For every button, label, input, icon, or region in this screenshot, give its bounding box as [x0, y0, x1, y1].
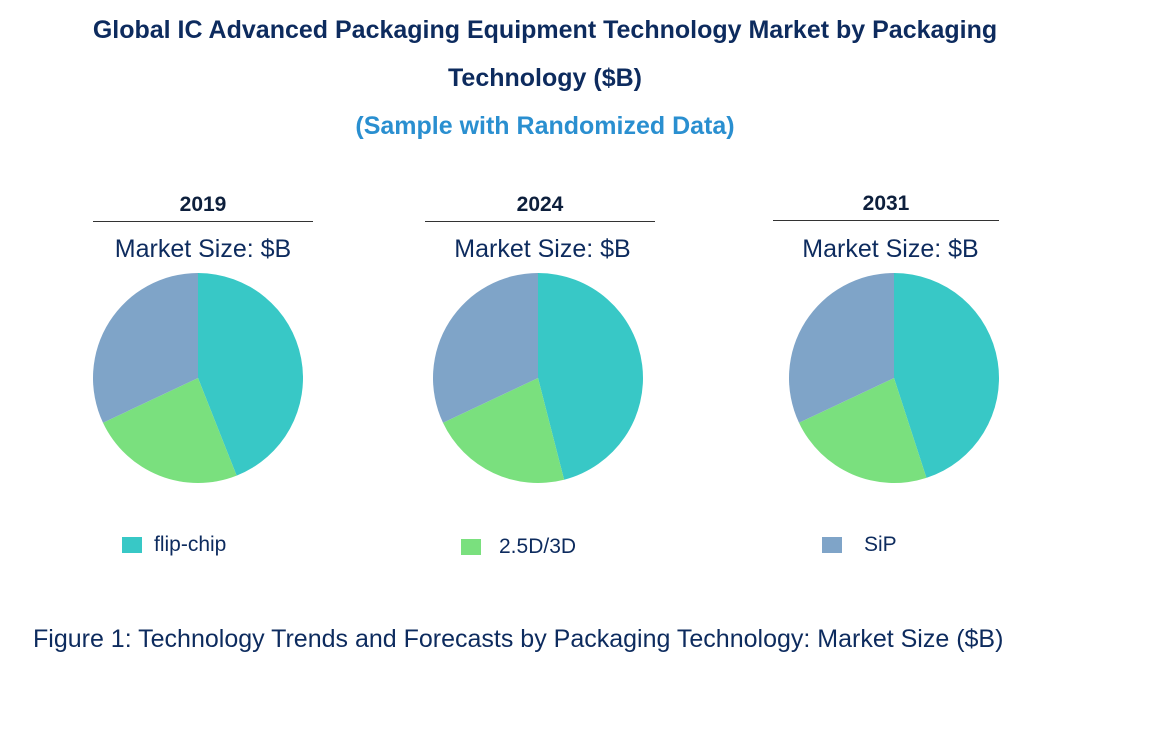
pie-subtitle-2024: Market Size: $B: [454, 235, 631, 263]
legend-item-flip-chip: flip-chip: [122, 533, 226, 557]
legend-label-sip: SiP: [864, 533, 897, 556]
legend-swatch-sip: [822, 537, 842, 553]
legend-swatch-flip-chip: [122, 537, 142, 553]
pie-slice-2019-flip-chip: [198, 273, 304, 476]
pie-slice-2031-sip: [789, 273, 894, 423]
pie-slice-2024-sip: [433, 273, 538, 423]
pie-chart-2031: [789, 273, 999, 483]
legend-label-2-5d-3d: 2.5D/3D: [499, 535, 577, 558]
pie-slice-2019-2-5d-3d: [102, 378, 237, 483]
pie-title-2024: 2024: [425, 193, 655, 222]
pie-chart-2024: [433, 273, 644, 483]
pie-title-2031: 2031: [773, 192, 999, 221]
pie-slice-2019-sip: [92, 273, 198, 423]
chart-subtitle: (Sample with Randomized Data): [355, 112, 735, 140]
pie-subtitle-2019: Market Size: $B: [114, 235, 292, 263]
pie-subtitle-2031: Market Size: $B: [802, 235, 979, 263]
legend-label-flip-chip: flip-chip: [154, 533, 227, 556]
pie-chart-2019: [92, 273, 304, 483]
pie-slice-2024-2-5d-3d: [442, 378, 565, 483]
legend-swatch-2-5d-3d: [461, 539, 481, 555]
pie-slice-2024-flip-chip: [538, 273, 644, 480]
legend-item-2-5d-3d: 2.5D/3D: [461, 535, 576, 559]
pie-title-2019: 2019: [93, 193, 313, 222]
legend-item-sip: SiP: [822, 533, 897, 557]
pie-slice-2031-flip-chip: [894, 273, 999, 478]
chart-title-line2: Technology ($B): [448, 64, 642, 92]
pie-slice-2031-2-5d-3d: [798, 378, 927, 483]
figure-caption: Figure 1: Technology Trends and Forecast…: [33, 625, 1004, 653]
chart-title-line1: Global IC Advanced Packaging Equipment T…: [92, 16, 998, 44]
